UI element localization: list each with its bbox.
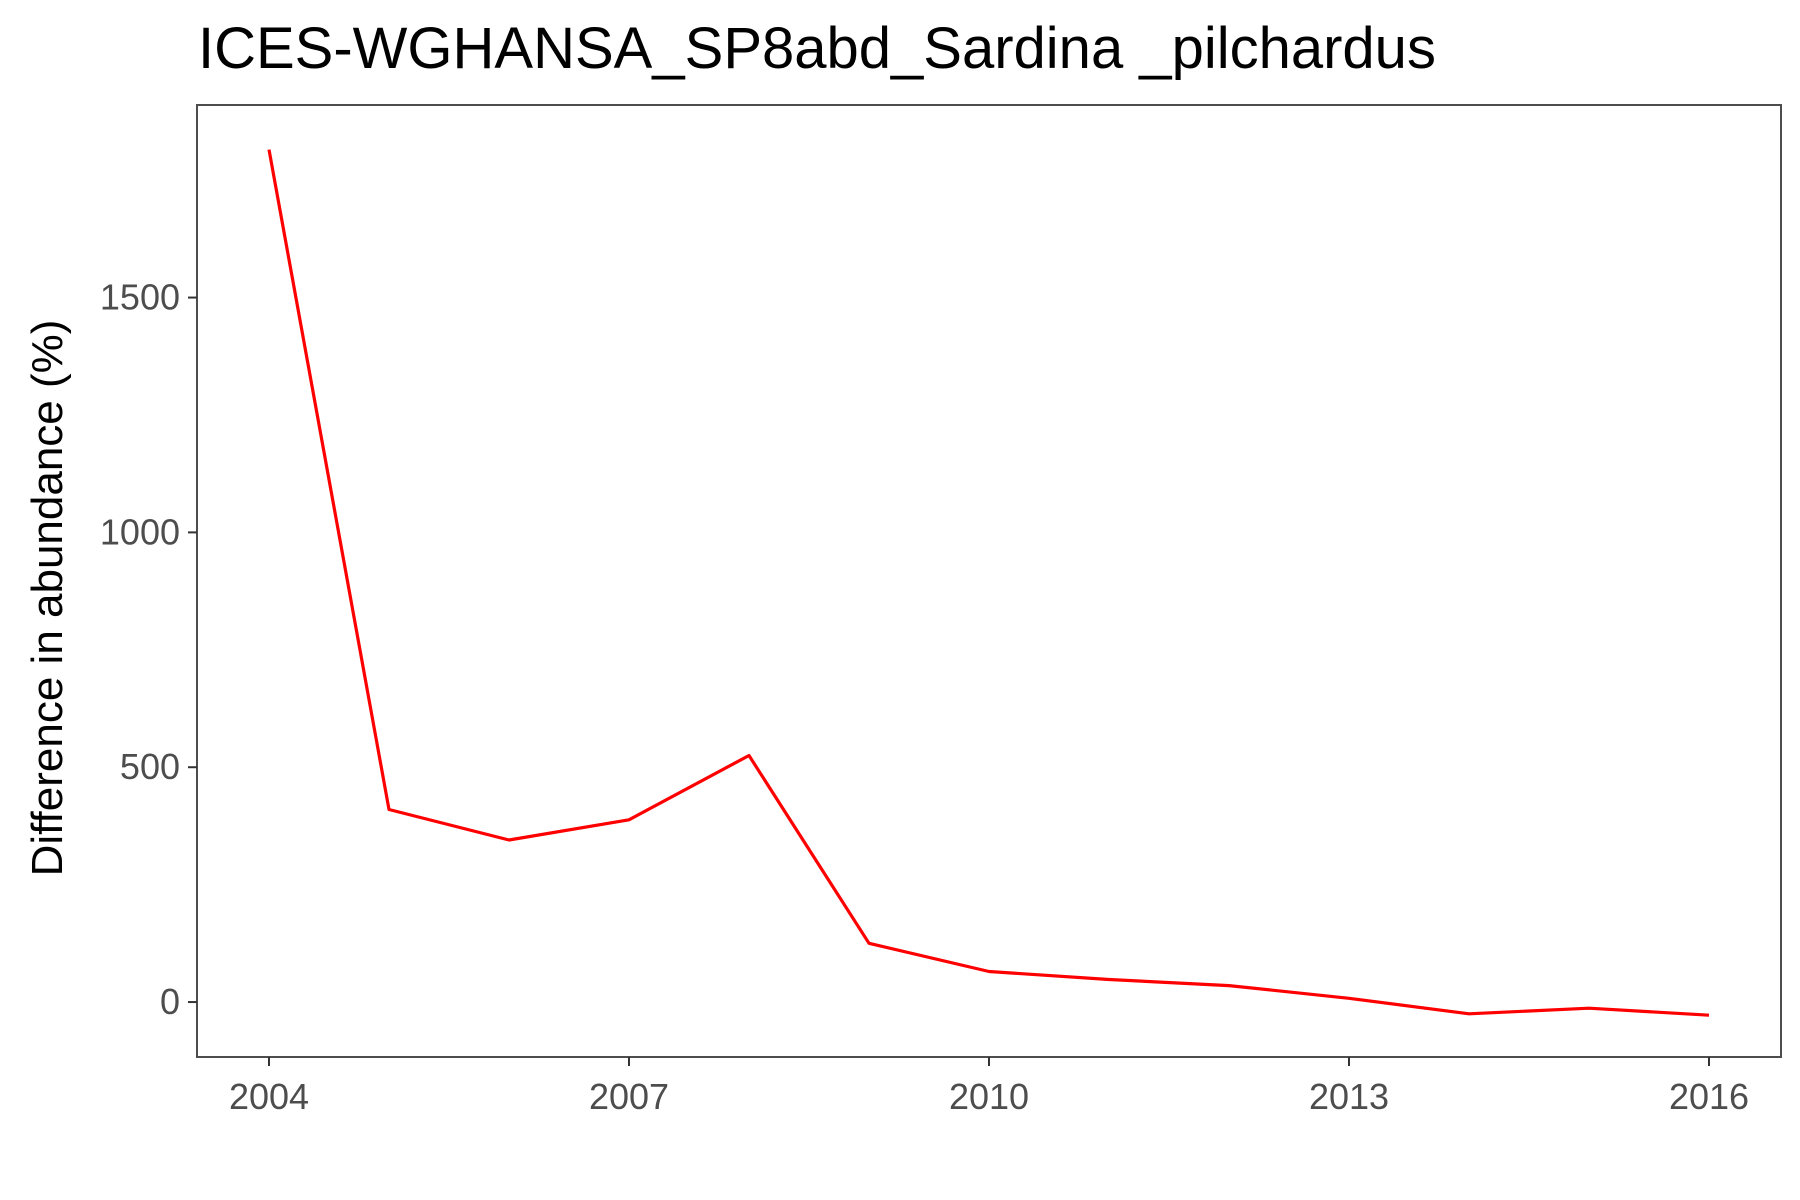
chart-title: ICES-WGHANSA_SP8abd_Sardina _pilchardus	[198, 16, 1436, 81]
y-tick-label: 1000	[100, 511, 180, 552]
series-layer	[267, 149, 1710, 1017]
x-tick-label: 2010	[949, 1076, 1029, 1117]
series-line	[267, 149, 1710, 1017]
y-tick-label: 1500	[100, 277, 180, 318]
x-tick-label: 2013	[1309, 1076, 1389, 1117]
x-axis: 2004 2007 2010 2013 2016	[229, 1057, 1749, 1117]
y-tick-label: 0	[160, 981, 180, 1022]
y-axis: 0 500 1000 1500	[100, 277, 197, 1022]
y-axis-label: Difference in abundance (%)	[23, 320, 72, 877]
plot-panel	[196, 104, 1782, 1058]
x-tick-label: 2016	[1669, 1076, 1749, 1117]
x-tick-label: 2004	[229, 1076, 309, 1117]
x-tick-label: 2007	[589, 1076, 669, 1117]
y-tick-label: 500	[120, 746, 180, 787]
